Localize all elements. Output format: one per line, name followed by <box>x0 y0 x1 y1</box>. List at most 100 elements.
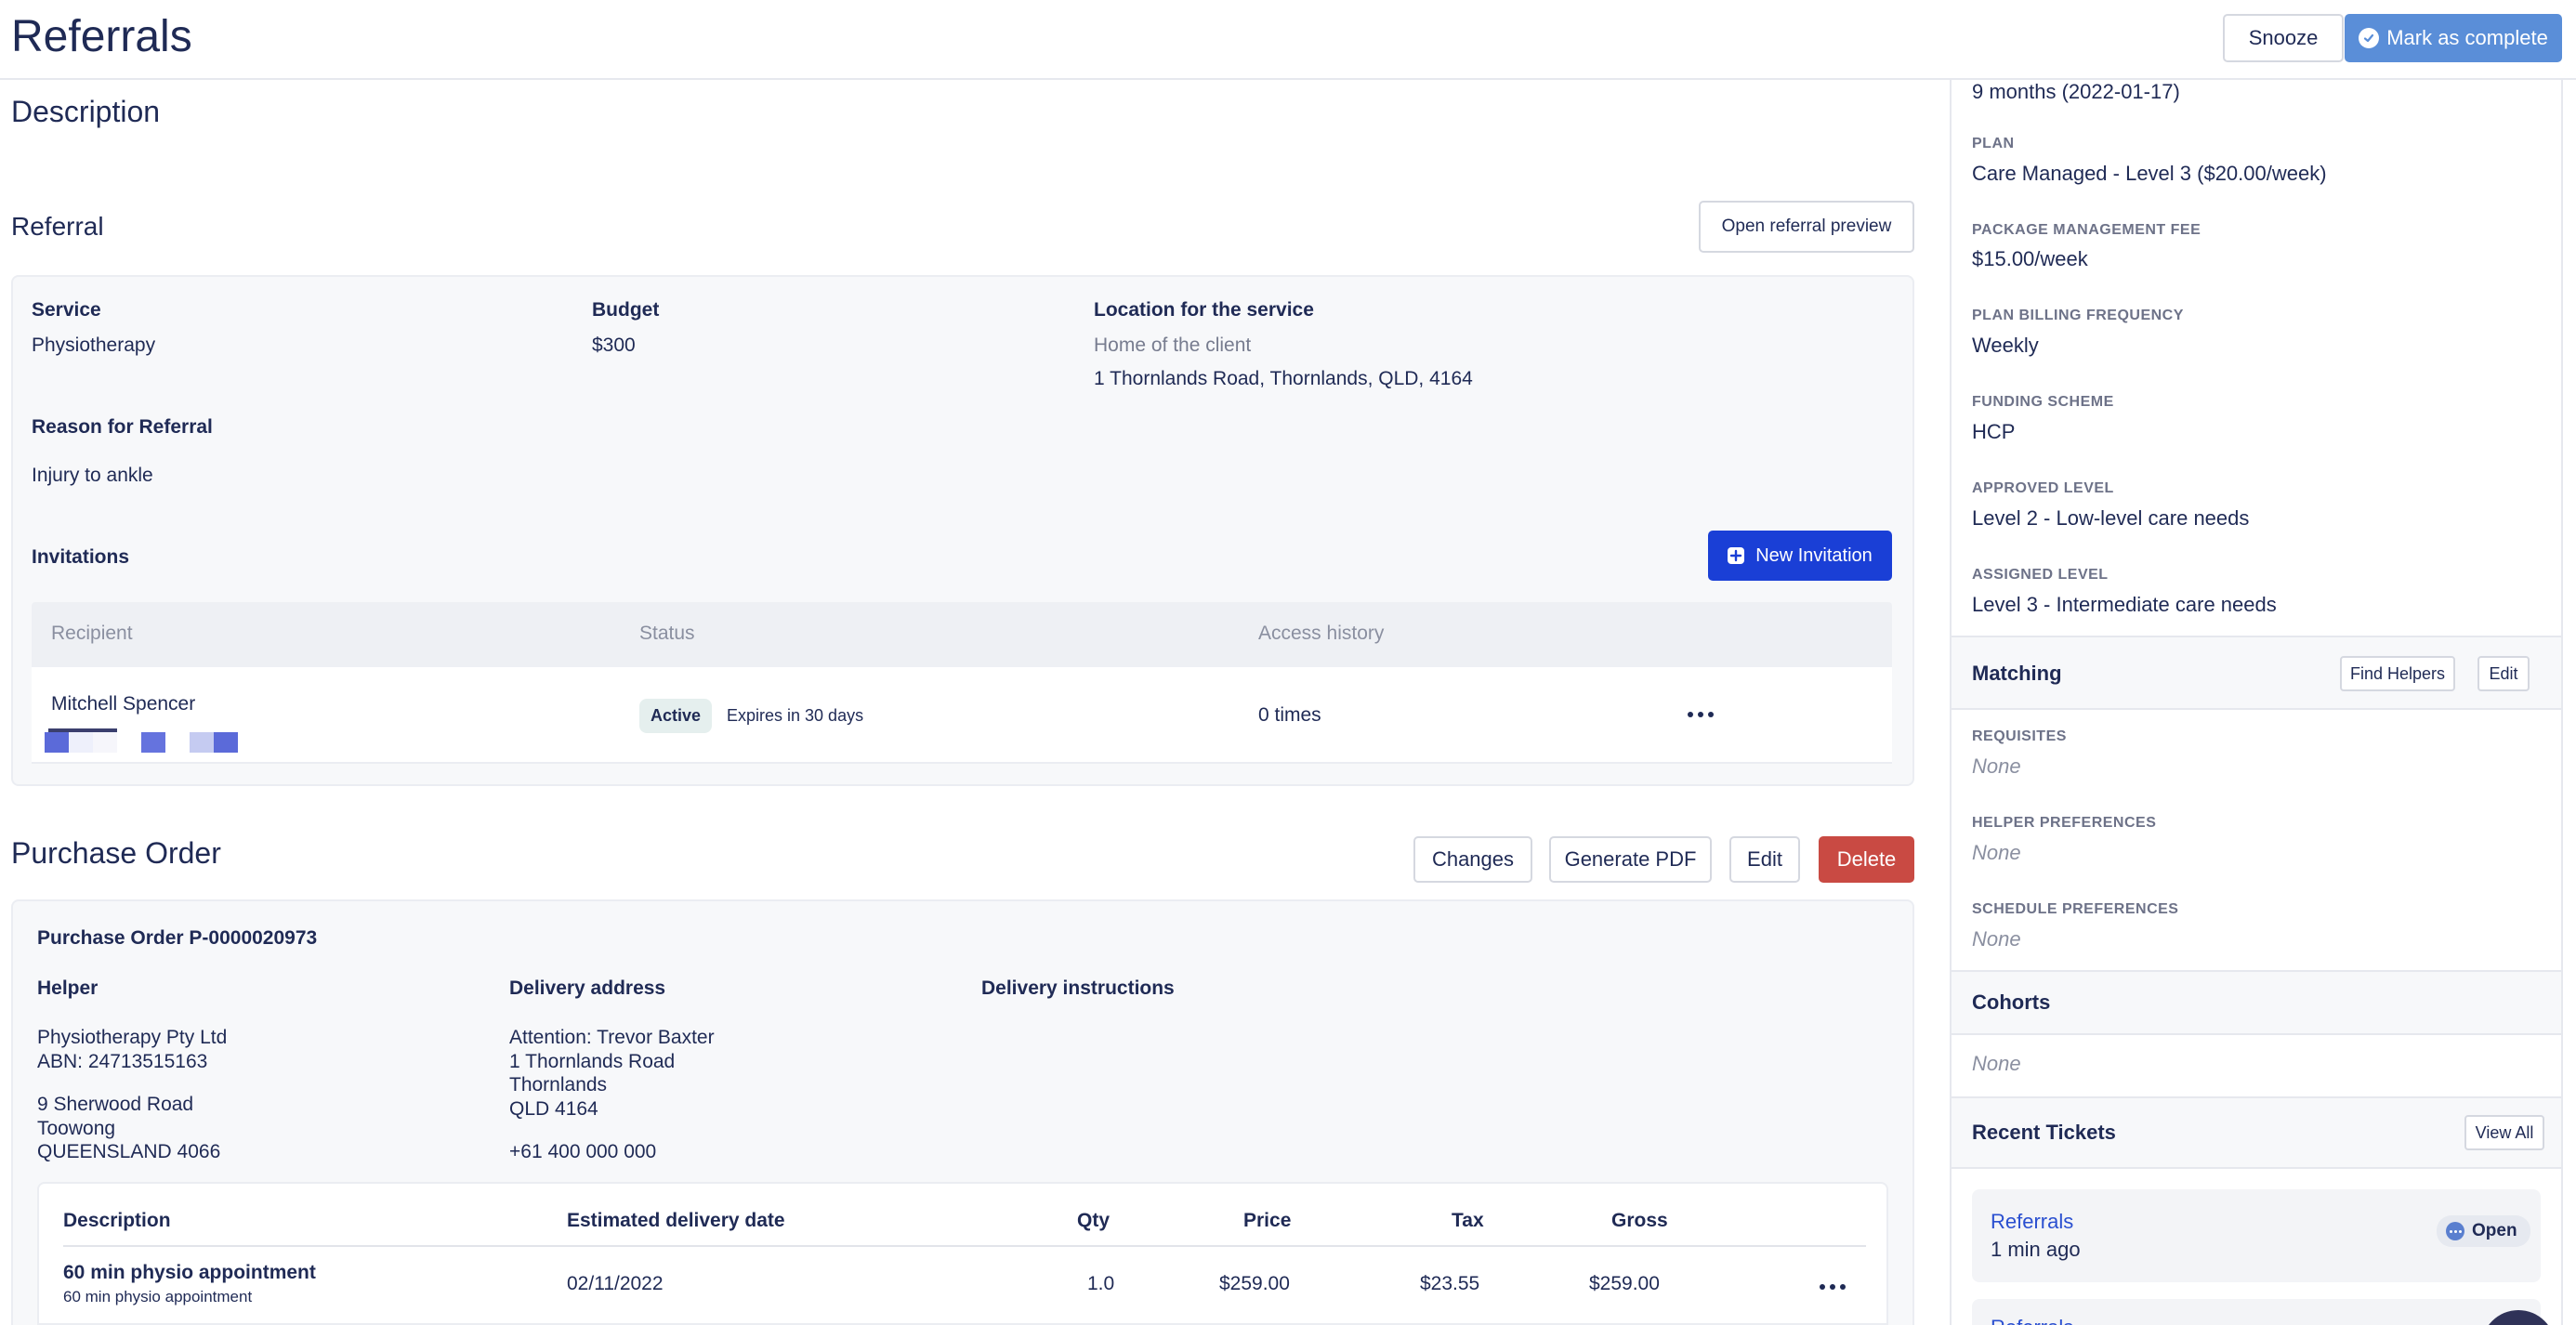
view-all-label: View All <box>2475 1122 2534 1142</box>
budget-label: Budget <box>592 299 660 321</box>
helper-label: Helper <box>37 977 99 999</box>
price-header: Price <box>1243 1210 1292 1231</box>
delivery-line: 1 Thornlands Road <box>509 1050 676 1072</box>
recent-tickets-header: Recent Tickets View All <box>1952 1096 2561 1169</box>
approved-level-label: APPROVED LEVEL <box>1972 480 2114 496</box>
delivery-address: Attention: Trevor Baxter 1 Thornlands Ro… <box>509 1026 715 1164</box>
service-value: Physiotherapy <box>32 335 156 356</box>
ticket-time: 1 min ago <box>1991 1238 2081 1261</box>
po-edit-button[interactable]: Edit <box>1729 836 1800 883</box>
location-label: Location for the service <box>1094 299 1314 321</box>
item-qty: 1.0 <box>1087 1273 1115 1294</box>
access-history-header: Access history <box>1258 623 1385 644</box>
po-edit-label: Edit <box>1747 847 1782 871</box>
assigned-level-label: ASSIGNED LEVEL <box>1972 567 2109 583</box>
package-fee-label: PACKAGE MANAGEMENT FEE <box>1972 222 2201 238</box>
helper-line: QUEENSLAND 4066 <box>37 1141 221 1162</box>
budget-value: $300 <box>592 335 636 356</box>
delivery-address-label: Delivery address <box>509 977 666 999</box>
changes-label: Changes <box>1431 847 1515 871</box>
status-header: Status <box>639 623 695 644</box>
open-referral-preview-button[interactable]: Open referral preview <box>1699 201 1914 253</box>
ticket-title[interactable]: Referrals <box>1991 1316 2073 1325</box>
helper-line: 9 Sherwood Road <box>37 1094 194 1115</box>
helper-line: Toowong <box>37 1117 116 1139</box>
plan-label: PLAN <box>1972 136 2015 151</box>
item-subdescription: 60 min physio appointment <box>63 1288 253 1305</box>
new-invitation-button[interactable]: New Invitation <box>1708 531 1892 581</box>
helper-preferences-label: HELPER PREFERENCES <box>1972 815 2157 831</box>
item-more-options-icon[interactable] <box>1820 1284 1846 1290</box>
description-header: Description <box>63 1210 171 1231</box>
qty-header: Qty <box>1077 1210 1111 1231</box>
generate-pdf-label: Generate PDF <box>1564 847 1697 871</box>
billing-frequency-value: Weekly <box>1972 334 2039 357</box>
item-description: 60 min physio appointment <box>63 1262 316 1283</box>
service-label: Service <box>32 299 101 321</box>
delete-button[interactable]: Delete <box>1819 836 1914 883</box>
matching-edit-button[interactable]: Edit <box>2477 656 2530 691</box>
billing-frequency-label: PLAN BILLING FREQUENCY <box>1972 308 2184 323</box>
purchase-order-title: Purchase Order <box>11 836 221 870</box>
location-type: Home of the client <box>1094 335 1252 356</box>
helper-address: Physiotherapy Pty Ltd ABN: 24713515163 9… <box>37 1026 227 1164</box>
invitations-table-header: Recipient Status Access history <box>32 602 1892 667</box>
delete-label: Delete <box>1836 847 1897 871</box>
matching-header: Matching Find Helpers Edit <box>1952 636 2561 710</box>
invitations-label: Invitations <box>32 546 130 568</box>
gross-header: Gross <box>1611 1210 1668 1231</box>
ticket-status-badge: Open <box>2437 1215 2530 1247</box>
helper-line: ABN: 24713515163 <box>37 1050 208 1072</box>
view-all-button[interactable]: View All <box>2464 1115 2544 1150</box>
helper-line: Physiotherapy Pty Ltd <box>37 1027 228 1048</box>
referral-title: Referral <box>11 212 104 241</box>
snooze-button[interactable]: Snooze <box>2223 14 2344 62</box>
table-row: Mitchell Spencer Active Expires in 30 da… <box>32 667 1892 764</box>
funding-scheme-value: HCP <box>1972 420 2016 443</box>
recipient-name: Mitchell Spencer <box>51 693 196 715</box>
recent-tickets-title: Recent Tickets <box>1972 1121 2116 1144</box>
recipient-header: Recipient <box>51 623 133 644</box>
generate-pdf-button[interactable]: Generate PDF <box>1549 836 1712 883</box>
status-dots-icon <box>2446 1222 2464 1240</box>
snooze-label: Snooze <box>2248 26 2319 49</box>
helper-preferences-value: None <box>1972 841 2021 864</box>
open-referral-preview-label: Open referral preview <box>1721 216 1892 236</box>
delivery-line: +61 400 000 000 <box>509 1141 657 1162</box>
client-details-panel: 9 months (2022-01-17) PLAN Care Managed … <box>1950 80 2563 1325</box>
item-tax: $23.55 <box>1420 1273 1480 1294</box>
matching-title: Matching <box>1972 662 2062 685</box>
po-items-table: Description Estimated delivery date Qty … <box>37 1182 1888 1325</box>
item-price: $259.00 <box>1219 1273 1290 1294</box>
item-gross: $259.00 <box>1589 1273 1660 1294</box>
item-date: 02/11/2022 <box>567 1273 664 1294</box>
approved-level-value: Level 2 - Low-level care needs <box>1972 506 2250 530</box>
schedule-preferences-label: SCHEDULE PREFERENCES <box>1972 901 2179 917</box>
ticket-title[interactable]: Referrals <box>1991 1210 2074 1233</box>
cohorts-header: Cohorts <box>1952 970 2561 1035</box>
description-title: Description <box>11 95 161 128</box>
reason-label: Reason for Referral <box>32 416 213 438</box>
tax-header: Tax <box>1452 1210 1484 1231</box>
plan-value: Care Managed - Level 3 ($20.00/week) <box>1972 162 2327 185</box>
divider <box>63 1245 1866 1247</box>
cohorts-title: Cohorts <box>1972 990 2051 1014</box>
ticket-card[interactable]: Referrals <box>1972 1299 2541 1325</box>
find-helpers-button[interactable]: Find Helpers <box>2340 656 2455 691</box>
location-address: 1 Thornlands Road, Thornlands, QLD, 4164 <box>1094 368 1473 389</box>
expires-text: Expires in 30 days <box>727 706 864 725</box>
access-count: 0 times <box>1258 704 1321 726</box>
find-helpers-label: Find Helpers <box>2349 663 2446 683</box>
mark-complete-button[interactable]: Mark as complete <box>2345 14 2562 62</box>
page-title: Referrals <box>11 12 192 61</box>
more-options-icon[interactable] <box>1688 712 1714 717</box>
po-number: Purchase Order P-0000020973 <box>37 927 318 949</box>
delivery-instructions-label: Delivery instructions <box>981 977 1175 999</box>
funding-scheme-label: FUNDING SCHEME <box>1972 394 2114 410</box>
requisites-value: None <box>1972 754 2021 778</box>
changes-button[interactable]: Changes <box>1413 836 1532 883</box>
ticket-card[interactable]: Referrals 1 min ago Open <box>1972 1189 2541 1282</box>
schedule-preferences-value: None <box>1972 927 2021 951</box>
delivery-date-header: Estimated delivery date <box>567 1210 785 1231</box>
package-fee-value: $15.00/week <box>1972 247 2088 270</box>
